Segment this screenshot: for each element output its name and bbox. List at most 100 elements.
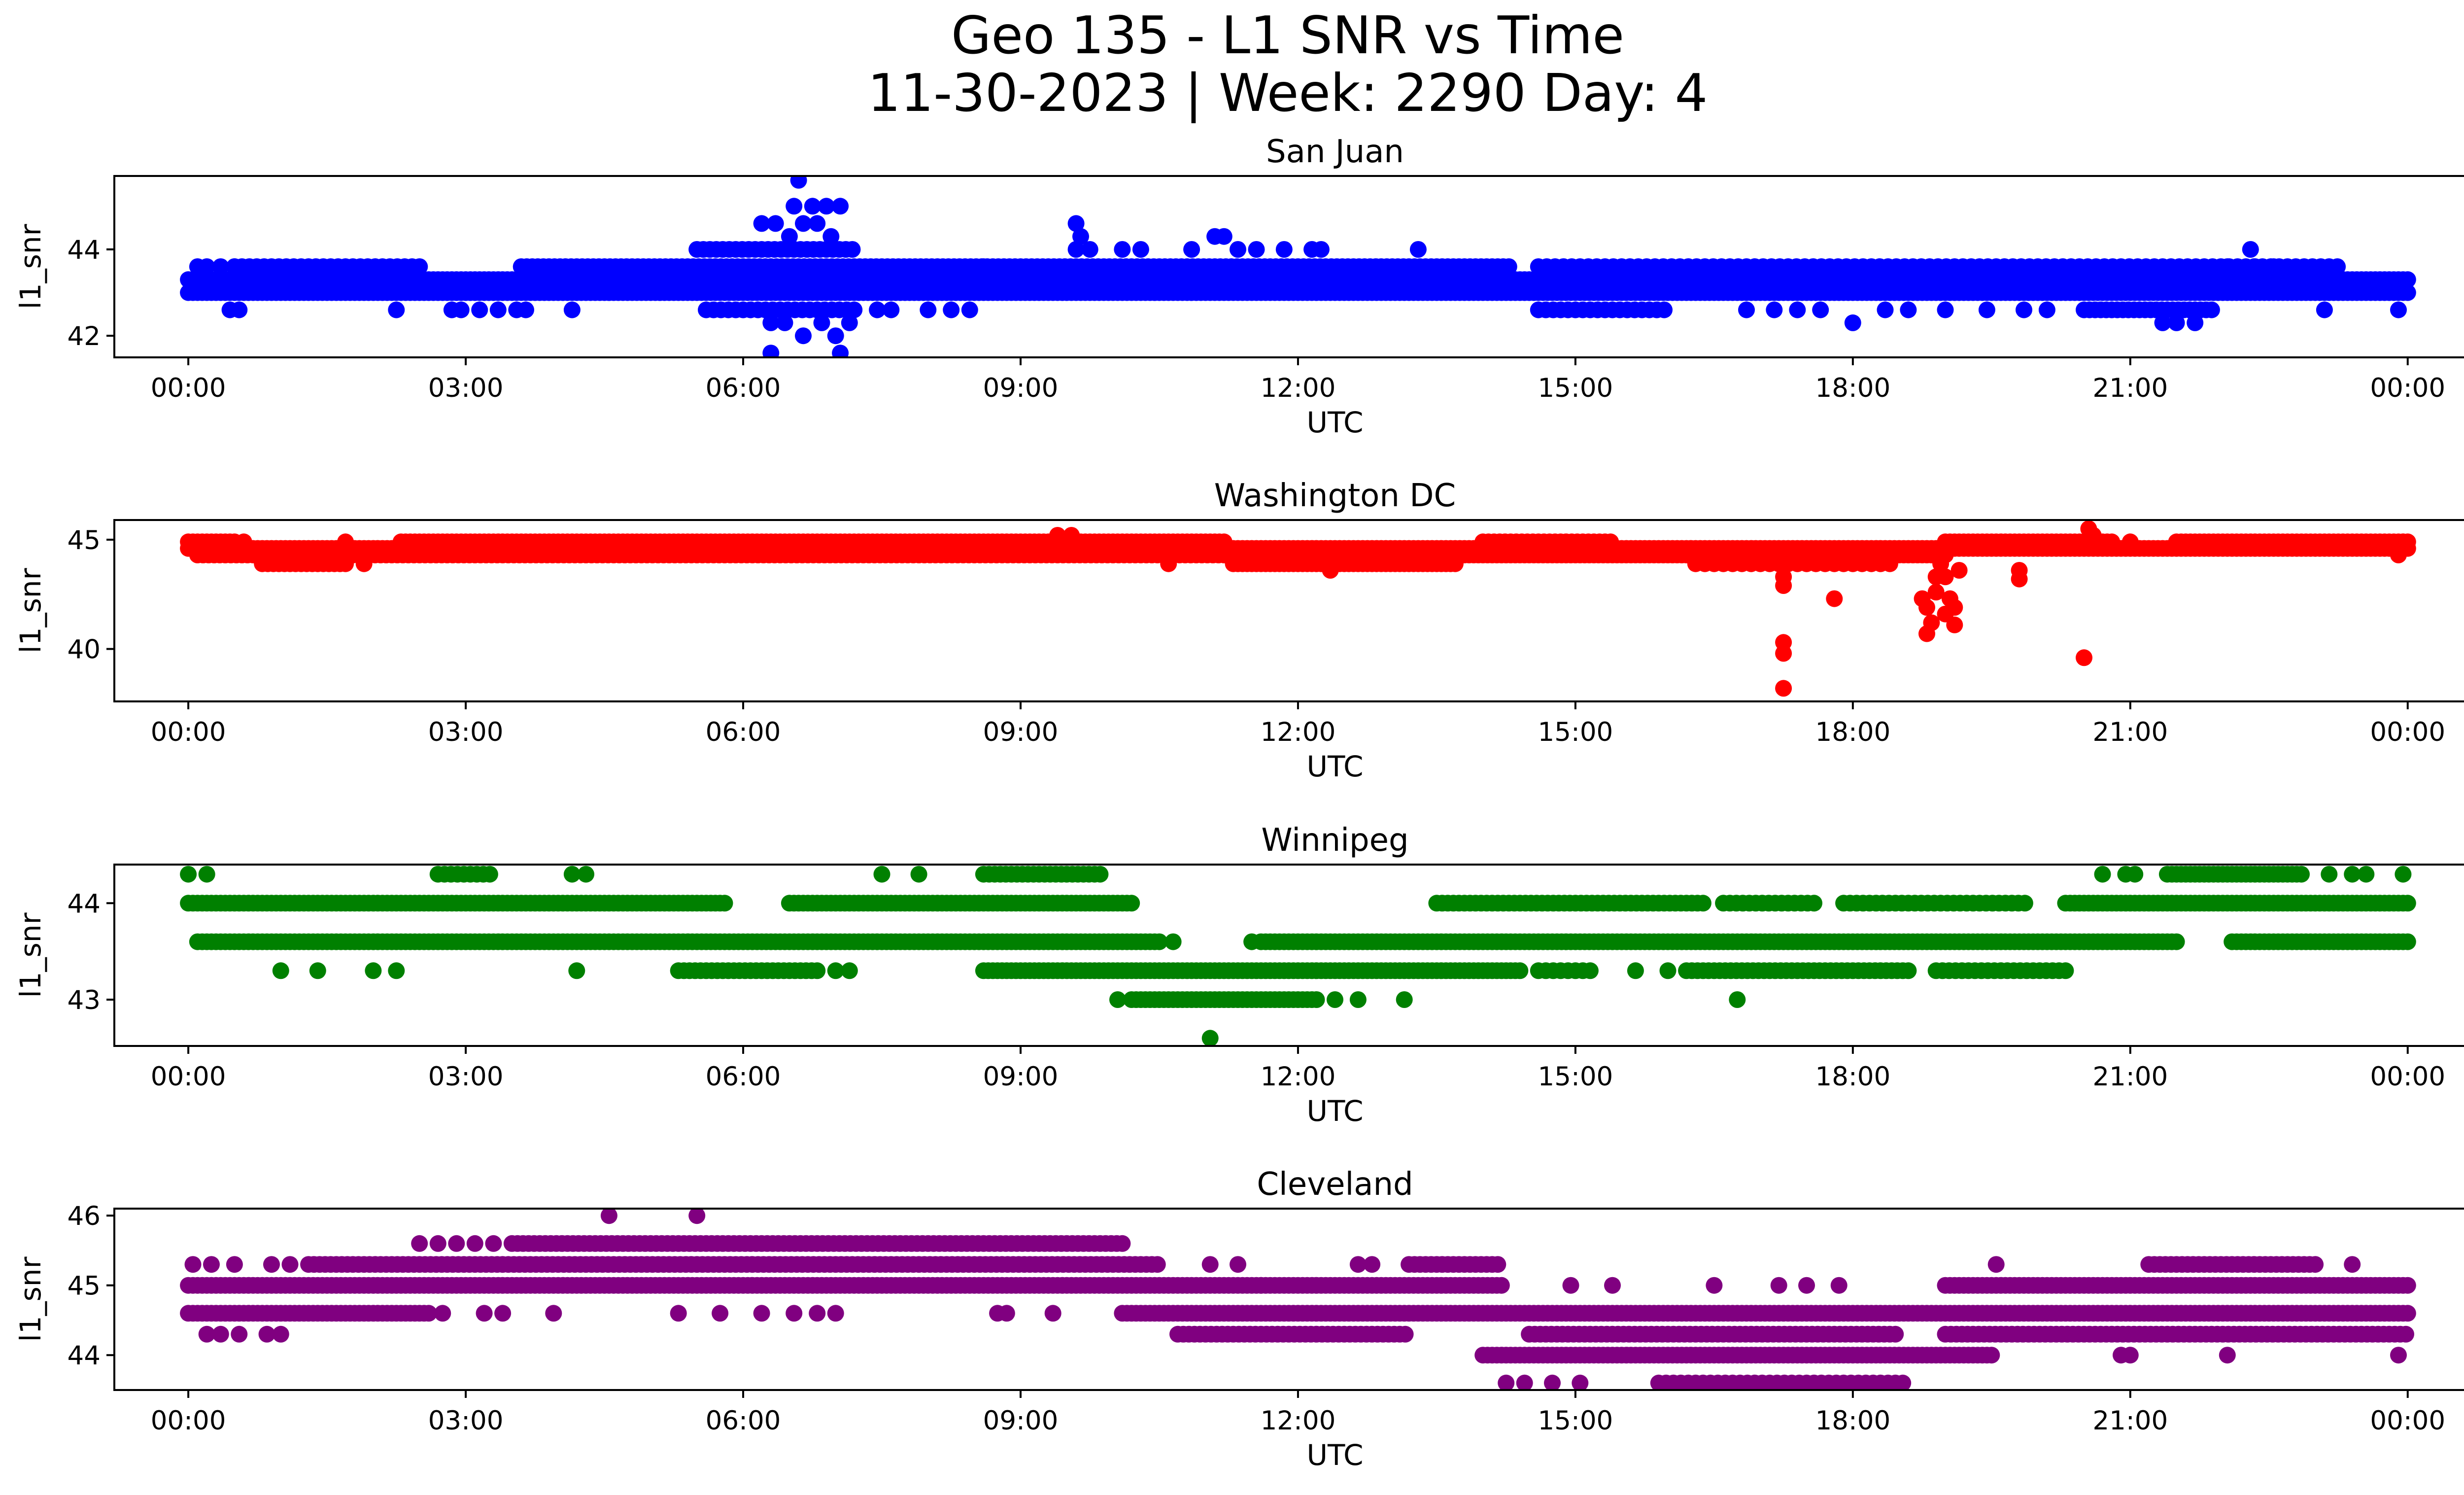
data-point [1308,991,1325,1008]
data-point [846,301,863,318]
data-point [1900,301,1917,318]
data-point [2390,546,2407,563]
data-point [1656,301,1673,318]
data-point [517,301,534,318]
data-point [235,533,252,551]
data-point [489,301,507,318]
data-point [1511,962,1529,979]
x-tick-label: 06:00 [706,373,781,403]
data-point [420,1305,437,1322]
data-point [563,301,581,318]
data-point [1937,301,1954,318]
data-point [827,962,844,979]
data-point [1146,284,1164,301]
axes-frame [113,175,2464,358]
x-tick-label: 09:00 [983,373,1059,403]
data-point [2316,301,2333,318]
data-point [2399,895,2416,912]
data-point [827,327,844,345]
y-tick-label: 44 [68,889,101,919]
data-point [180,866,197,883]
data-point [844,241,861,258]
y-axis-label: l1_snr [14,568,47,653]
data-point [337,555,354,572]
data-point [578,866,594,883]
data-point [2247,258,2264,275]
data-point [809,215,826,232]
data-point [1164,933,1182,950]
x-tick-label: 09:00 [983,717,1059,747]
data-point [198,258,215,275]
data-point [2187,314,2204,331]
data-point [2168,314,2185,331]
data-point [2265,258,2282,275]
data-point [2395,533,2412,551]
data-point [1877,301,1894,318]
data-point [1927,584,1945,601]
data-point [1946,599,1963,616]
data-point [1243,933,1261,950]
data-point [790,176,807,189]
x-tick-label: 00:00 [2370,373,2445,403]
data-point [1397,1325,1414,1343]
data-point [2219,258,2236,275]
data-point [809,962,826,979]
data-point [365,962,382,979]
data-point [2203,301,2220,318]
data-point [1775,680,1792,697]
data-point [1109,991,1126,1008]
x-tick-label: 00:00 [151,1062,226,1092]
x-tick-label: 00:00 [151,373,226,403]
y-tick-label: 40 [68,635,101,665]
data-point [2399,933,2416,950]
data-point [1881,555,1898,572]
data-point [388,301,405,318]
data-point [2085,527,2102,544]
data-point [804,198,821,215]
data-point [910,866,927,883]
data-point [1729,991,1746,1008]
data-point [1114,1235,1131,1252]
data-point [1844,314,1861,331]
data-point [2154,314,2171,331]
data-point [600,284,617,301]
data-point [568,962,585,979]
data-point [2293,866,2310,883]
data-point [1160,546,1177,563]
data-point [1149,1256,1166,1273]
data-point [753,215,770,232]
x-tick-label: 12:00 [1261,373,1336,403]
data-point [2168,933,2185,950]
data-point [1806,895,1822,912]
data-point [1409,241,1427,258]
axes-frame [113,864,2464,1047]
x-tick-label: 00:00 [2370,717,2445,747]
scatter-points [180,176,2416,357]
data-point [1132,241,1149,258]
data-point [781,228,798,245]
data-point [1812,301,1829,318]
data-point [231,301,248,318]
subplot-title: Winnipeg [1261,822,1408,859]
x-tick-label: 15:00 [1538,373,1613,403]
data-point [2057,962,2074,979]
y-tick-label: 44 [68,235,101,265]
axes-frame [113,519,2464,702]
data-point [716,895,733,912]
data-point [1826,590,1843,607]
data-point [2329,258,2346,275]
x-tick-label: 18:00 [1815,717,1890,747]
data-point [471,301,488,318]
data-point [1789,301,1806,318]
data-point [920,301,937,318]
data-point [1581,962,1599,979]
x-tick-label: 12:00 [1261,717,1336,747]
data-point [813,314,830,331]
data-point [1349,991,1367,1008]
x-tick-label: 15:00 [1538,1062,1613,1092]
data-point [869,301,886,318]
